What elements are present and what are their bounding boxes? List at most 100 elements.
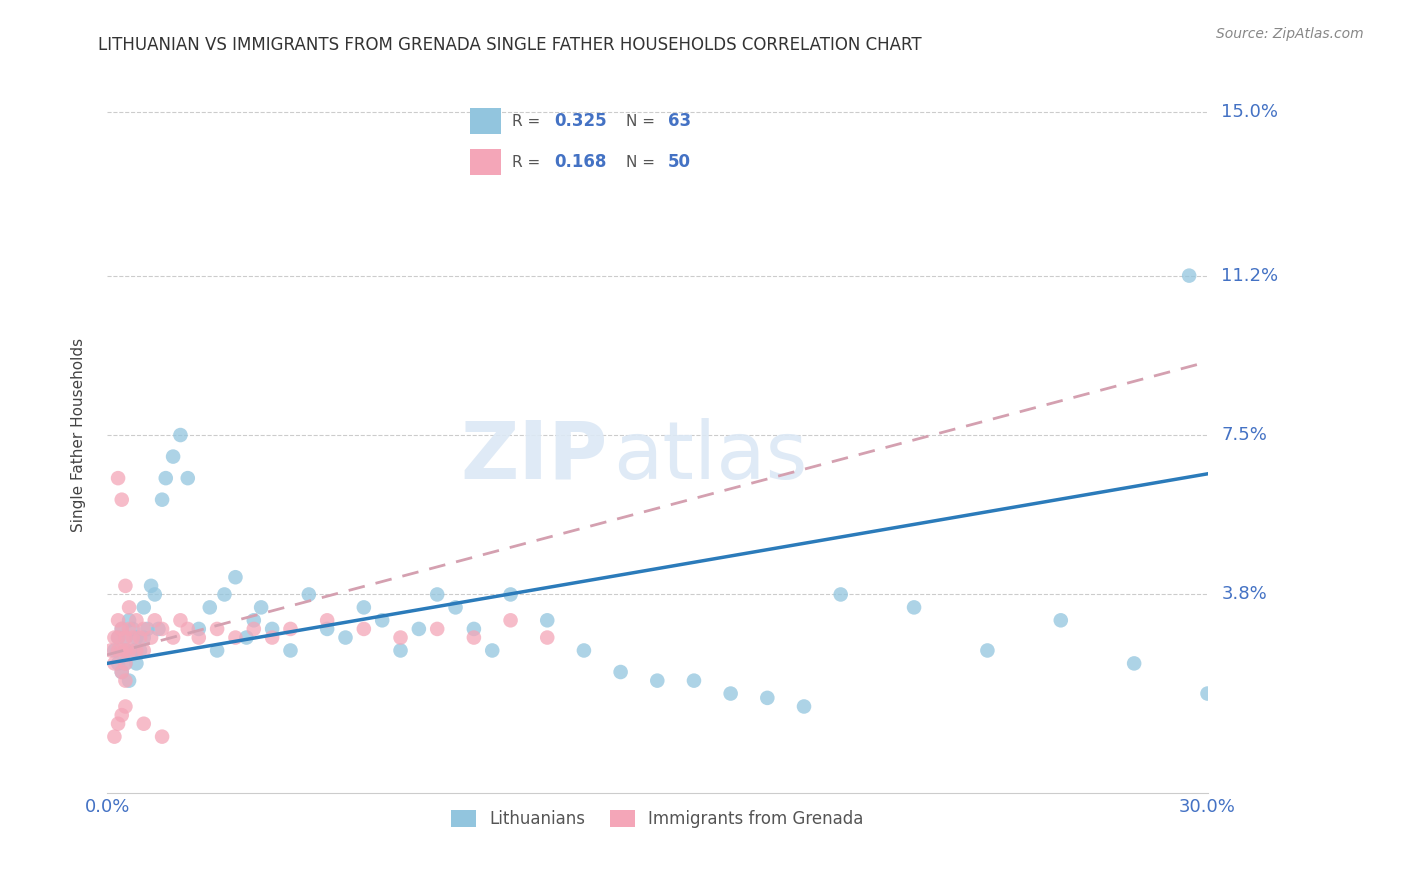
Point xyxy=(114,657,136,671)
Point xyxy=(243,622,266,636)
Point xyxy=(793,699,815,714)
Point xyxy=(125,631,148,645)
Point xyxy=(463,631,485,645)
Point xyxy=(132,600,155,615)
Point xyxy=(187,622,209,636)
Point xyxy=(121,643,143,657)
Point xyxy=(243,613,266,627)
Point xyxy=(111,665,134,679)
Point xyxy=(114,631,136,645)
Point xyxy=(353,622,375,636)
Point xyxy=(118,613,141,627)
Point xyxy=(389,643,412,657)
Point xyxy=(408,622,430,636)
Point xyxy=(162,450,184,464)
Point xyxy=(903,600,925,615)
Point xyxy=(150,622,173,636)
Point xyxy=(121,631,143,645)
Point xyxy=(756,690,779,705)
Point xyxy=(114,643,136,657)
Point xyxy=(114,579,136,593)
Point xyxy=(335,631,357,645)
Point xyxy=(205,622,228,636)
Point xyxy=(280,643,302,657)
Point xyxy=(143,613,166,627)
Point xyxy=(111,622,134,636)
Point xyxy=(150,492,173,507)
Point xyxy=(162,631,184,645)
Point xyxy=(250,600,273,615)
Point xyxy=(107,471,129,485)
Point xyxy=(103,631,125,645)
Point xyxy=(298,587,321,601)
Point xyxy=(463,622,485,636)
Point xyxy=(177,622,200,636)
Point xyxy=(125,657,148,671)
Point xyxy=(444,600,467,615)
Text: 11.2%: 11.2% xyxy=(1222,267,1278,285)
Point xyxy=(143,587,166,601)
Text: 3.8%: 3.8% xyxy=(1222,585,1267,604)
Point xyxy=(169,613,191,627)
Point xyxy=(107,643,129,657)
Point xyxy=(976,643,998,657)
Point xyxy=(107,631,129,645)
Point xyxy=(536,613,558,627)
Point xyxy=(830,587,852,601)
Point xyxy=(426,587,449,601)
Point xyxy=(107,631,129,645)
Point xyxy=(148,622,170,636)
Point xyxy=(132,631,155,645)
Point xyxy=(316,613,339,627)
Point xyxy=(114,673,136,688)
Point xyxy=(129,643,152,657)
Point xyxy=(139,631,162,645)
Point xyxy=(224,631,246,645)
Point xyxy=(139,579,162,593)
Point xyxy=(103,730,125,744)
Point xyxy=(353,600,375,615)
Point xyxy=(114,643,136,657)
Point xyxy=(118,673,141,688)
Point xyxy=(280,622,302,636)
Point xyxy=(187,631,209,645)
Point xyxy=(114,657,136,671)
Text: atlas: atlas xyxy=(613,417,807,495)
Point xyxy=(129,631,152,645)
Point xyxy=(111,492,134,507)
Point xyxy=(536,631,558,645)
Point xyxy=(107,716,129,731)
Text: 15.0%: 15.0% xyxy=(1222,103,1278,121)
Point xyxy=(316,622,339,636)
Text: Source: ZipAtlas.com: Source: ZipAtlas.com xyxy=(1216,27,1364,41)
Point xyxy=(150,730,173,744)
Point xyxy=(1178,268,1201,283)
Point xyxy=(118,600,141,615)
Point xyxy=(100,643,122,657)
Point xyxy=(125,643,148,657)
Point xyxy=(121,622,143,636)
Point xyxy=(1049,613,1071,627)
Point xyxy=(111,643,134,657)
Point xyxy=(103,643,125,657)
Point xyxy=(132,716,155,731)
Point xyxy=(169,428,191,442)
Point xyxy=(645,673,668,688)
Y-axis label: Single Father Households: Single Father Households xyxy=(72,338,86,533)
Point xyxy=(224,570,246,584)
Point xyxy=(1197,687,1219,701)
Point xyxy=(609,665,631,679)
Point xyxy=(426,622,449,636)
Point xyxy=(114,631,136,645)
Point xyxy=(214,587,236,601)
Point xyxy=(103,657,125,671)
Point xyxy=(111,622,134,636)
Point xyxy=(1123,657,1146,671)
Point xyxy=(111,665,134,679)
Point xyxy=(499,613,522,627)
Point xyxy=(125,613,148,627)
Point xyxy=(136,622,159,636)
Point xyxy=(205,643,228,657)
Point xyxy=(107,613,129,627)
Point xyxy=(198,600,221,615)
